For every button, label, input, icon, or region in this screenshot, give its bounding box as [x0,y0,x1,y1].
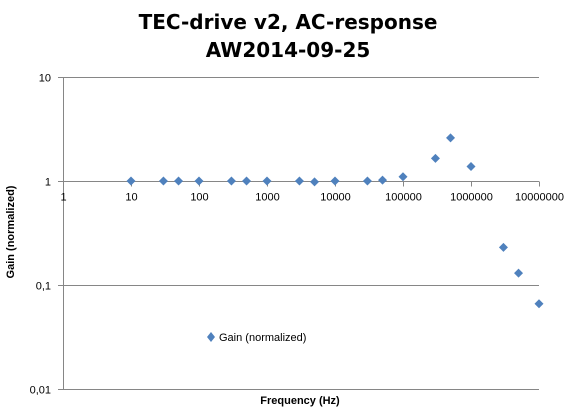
x-tick-label: 10 [125,192,137,204]
y-tick-label: 0,01 [30,385,51,397]
y-tick-label: 0,1 [36,281,51,293]
data-point [310,177,320,187]
data-point [398,172,408,182]
y-tick-label: 10 [39,73,51,85]
data-point [262,176,272,186]
x-axis-title: Frequency (Hz) [260,395,340,407]
data-point [330,176,340,186]
legend-marker-icon [207,332,215,342]
legend-label: Gain (normalized) [219,332,306,344]
x-tick-label: 100 [190,192,208,204]
x-tick-label: 1 [60,192,66,204]
data-point [378,175,388,185]
data-point [174,176,184,186]
data-point [514,268,524,278]
x-tick-labels: 1 10 100 1000 10000 100000 1000000 10000000 [60,181,564,204]
data-point [126,176,136,186]
legend: Gain (normalized) [207,332,306,344]
chart-title-line-1: TEC-drive v2, AC-response [139,10,438,34]
data-point [498,242,508,252]
data-point [158,176,168,186]
y-tick-labels: 10 1 0,1 0,01 [30,73,63,397]
data-point [242,176,252,186]
data-point [194,176,204,186]
y-tick-label: 1 [45,177,51,189]
data-point [534,299,544,309]
data-point [362,176,372,186]
data-point [430,153,440,163]
x-tick-label: 1000 [255,192,279,204]
data-point [466,161,476,171]
chart-title-line-2: AW2014-09-25 [206,38,371,62]
y-axis-title: Gain (normalized) [5,185,17,278]
data-point [446,133,456,143]
x-tick-label: 100000 [385,192,422,204]
data-points [126,133,544,309]
x-tick-label: 10000 [320,192,351,204]
data-point [294,176,304,186]
x-tick-label: 1000000 [450,192,493,204]
x-tick-label: 10000000 [515,192,564,204]
data-point [226,176,236,186]
